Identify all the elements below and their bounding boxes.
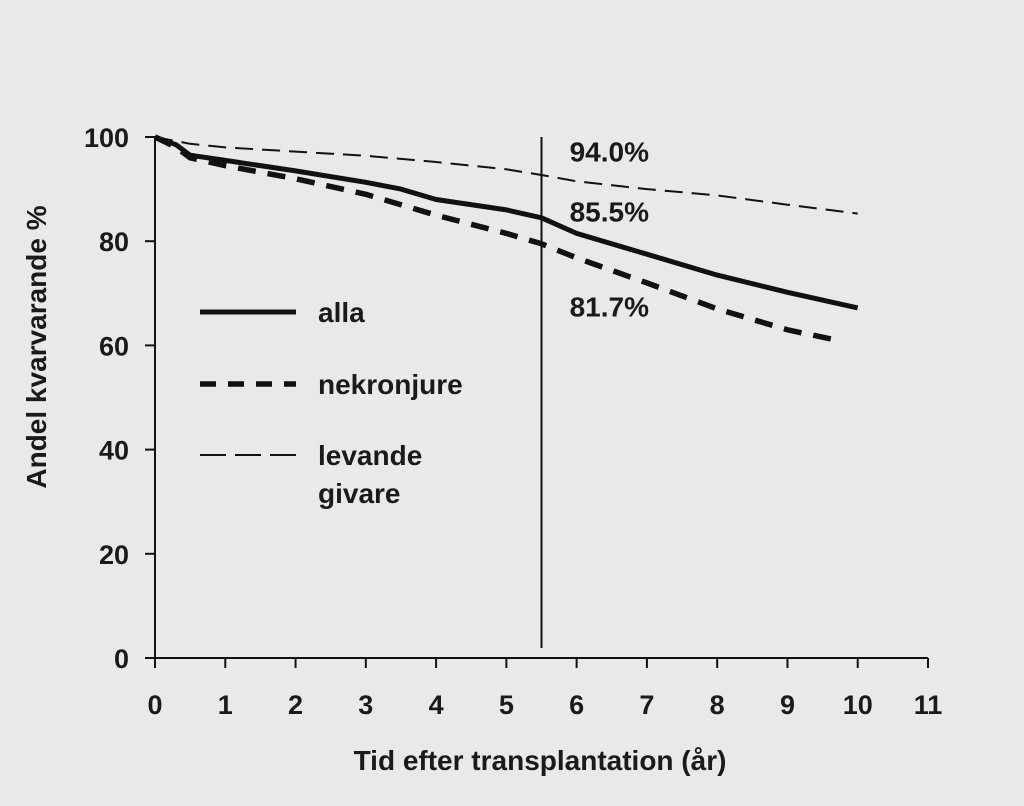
x-tick-label: 5 [499,690,514,720]
annotation-label: 94.0% [570,137,649,168]
x-tick-label: 4 [429,690,444,720]
legend-label: alla [318,297,365,328]
x-tick-label: 7 [639,690,654,720]
x-tick-label: 6 [569,690,584,720]
series-line-1 [154,134,859,311]
annotation-label: 81.7% [570,291,649,322]
annotation-label: 85.5% [570,197,649,228]
axes: 0 1 2 3 4 5 6 7 8 9 10 11 0 20 40 60 80 100 [84,123,942,720]
x-tick-label: 2 [288,690,303,720]
x-tick-label: 0 [147,690,162,720]
legend-label: levande givare [318,440,422,509]
y-tick-label: 60 [99,331,129,361]
y-tick-label: 40 [99,436,129,466]
x-tick-label: 8 [710,690,725,720]
legend-label: nekronjure [318,369,463,400]
x-tick-label: 10 [843,690,873,720]
series-layer [153,134,859,343]
y-tick-label: 80 [99,227,129,257]
y-axis-label: Andel kvarvarande % [21,205,52,488]
x-tick-label: 3 [358,690,373,720]
series-line-3 [154,136,858,215]
legend: alla nekronjure levande givare [200,297,463,509]
series-line-2 [153,134,838,343]
y-tick-label: 0 [114,644,129,674]
x-axis-label: Tid efter transplantation (år) [354,745,727,776]
y-tick-label: 100 [84,123,129,153]
x-tick-label: 1 [218,690,233,720]
x-tick-label: 11 [914,690,943,720]
annotations: 94.0% 85.5% 81.7% [570,137,649,323]
x-tick-label: 9 [780,690,795,720]
y-tick-label: 20 [99,540,129,570]
